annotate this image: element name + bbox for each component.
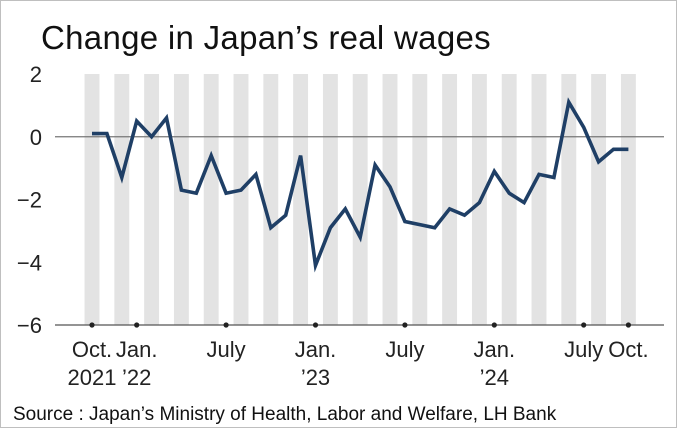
shaded-month-column xyxy=(114,74,130,325)
x-tick-labels: Oct. 2021 Jan. ’22 July Jan. ’23 July Jan. ’24 Jul… xyxy=(68,322,649,390)
shaded-month-column xyxy=(620,74,636,325)
shaded-month-column xyxy=(84,74,100,325)
shaded-month-column xyxy=(203,74,219,325)
y-tick-label: 2 xyxy=(30,62,42,87)
x-tick-label: July xyxy=(385,337,424,362)
y-tick-labels: 2 0 −2 −4 −6 xyxy=(17,62,42,338)
chart-title: Change in Japan’s real wages xyxy=(41,19,491,56)
y-tick-label: −6 xyxy=(17,313,42,338)
shaded-month-column xyxy=(412,74,428,325)
x-tick-year-label: ’23 xyxy=(301,365,330,390)
x-tick-mark xyxy=(134,322,140,328)
x-tick-mark xyxy=(491,322,497,328)
x-tick-year-label: ’24 xyxy=(480,365,509,390)
y-tick-label: −2 xyxy=(17,188,42,213)
x-tick-label: Oct. xyxy=(72,337,112,362)
shaded-month-column xyxy=(501,74,517,325)
x-tick-label: Oct. xyxy=(608,337,648,362)
x-tick-mark xyxy=(581,322,587,328)
x-tick-label: Jan. xyxy=(116,337,158,362)
x-tick-label: July xyxy=(564,337,603,362)
shaded-month-column xyxy=(591,74,607,325)
shaded-month-column xyxy=(322,74,338,325)
x-tick-year-label: 2021 xyxy=(68,365,117,390)
shaded-month-column xyxy=(263,74,279,325)
y-tick-label: 0 xyxy=(30,125,42,150)
shaded-month-column xyxy=(531,74,547,325)
series-line-real-wages xyxy=(92,97,629,273)
x-tick-mark xyxy=(402,322,408,328)
x-tick-label: Jan. xyxy=(474,337,516,362)
shaded-month-column xyxy=(233,74,249,325)
chart-source: Source : Japan’s Ministry of Health, Lab… xyxy=(13,404,557,425)
x-tick-label: Jan. xyxy=(295,337,337,362)
y-tick-label: −4 xyxy=(17,250,42,275)
shaded-month-column xyxy=(352,74,368,325)
shaded-columns xyxy=(84,74,636,325)
x-tick-label: July xyxy=(207,337,246,362)
x-tick-mark xyxy=(89,322,95,328)
x-tick-year-label: ’22 xyxy=(122,365,151,390)
shaded-month-column xyxy=(144,74,160,325)
series-layer xyxy=(92,97,629,273)
x-tick-mark xyxy=(223,322,229,328)
shaded-month-column xyxy=(442,74,458,325)
x-tick-mark xyxy=(625,322,632,328)
x-tick-mark xyxy=(312,322,319,328)
shaded-month-column xyxy=(173,74,189,325)
